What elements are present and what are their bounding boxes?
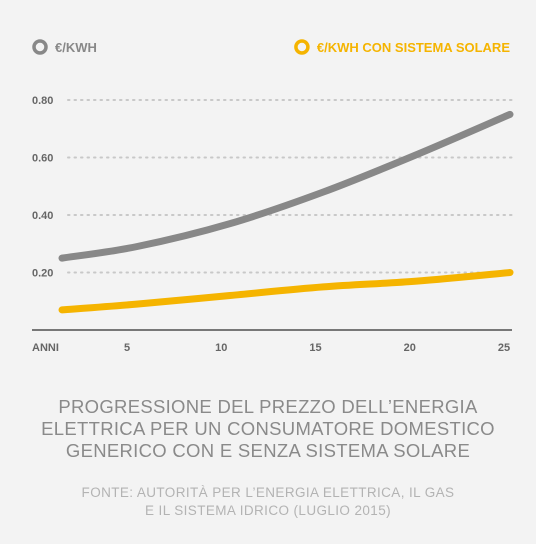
legend-marker-gray [32, 39, 48, 55]
y-tick-label: 0.60 [32, 153, 53, 165]
x-tick-label: 10 [215, 342, 227, 354]
legend-label-yellow: €/KWH CON SISTEMA SOLARE [317, 40, 510, 55]
chart-caption-title: PROGRESSIONE DEL PREZZO DELL’ENERGIA ELE… [0, 396, 536, 462]
series-line-yellow [58, 269, 514, 314]
series-line-gray [58, 110, 514, 262]
x-tick-label: 5 [124, 342, 130, 354]
x-tick-label: 25 [498, 342, 510, 354]
series [58, 110, 514, 314]
caption-title-line: GENERICO CON E SENZA SISTEMA SOLARE [65, 440, 471, 461]
x-tick-label: 20 [404, 342, 416, 354]
x-tick-label: 15 [309, 342, 321, 354]
legend: €/KWH €/KWH CON SISTEMA SOLARE [32, 39, 510, 55]
line-chart: €/KWH €/KWH CON SISTEMA SOLARE 0.200.400.… [32, 39, 514, 354]
grid: 0.20 0.40 0.60 0.80 [32, 95, 513, 280]
caption-title-line: PROGRESSIONE DEL PREZZO DELL’ENERGIA [58, 396, 478, 417]
caption-title-line: ELETTRICA PER UN CONSUMATORE DOMESTICO [41, 418, 495, 439]
y-tick-label: 0.80 [32, 95, 53, 107]
chart-source-note: FONTE: AUTORITÀ PER L’ENERGIA ELETTRICA,… [0, 484, 536, 520]
legend-marker-yellow [294, 39, 310, 55]
source-line: E IL SISTEMA IDRICO (LUGLIO 2015) [144, 503, 392, 518]
source-line: FONTE: AUTORITÀ PER L’ENERGIA ELETTRICA,… [81, 485, 455, 500]
x-axis-title: ANNI [32, 342, 59, 354]
axes: ANNI 5 10 15 20 25 [32, 329, 512, 354]
y-tick-label: 0.20 [32, 268, 53, 280]
y-tick-label: 0.40 [32, 210, 53, 222]
legend-label-gray: €/KWH [55, 40, 97, 55]
